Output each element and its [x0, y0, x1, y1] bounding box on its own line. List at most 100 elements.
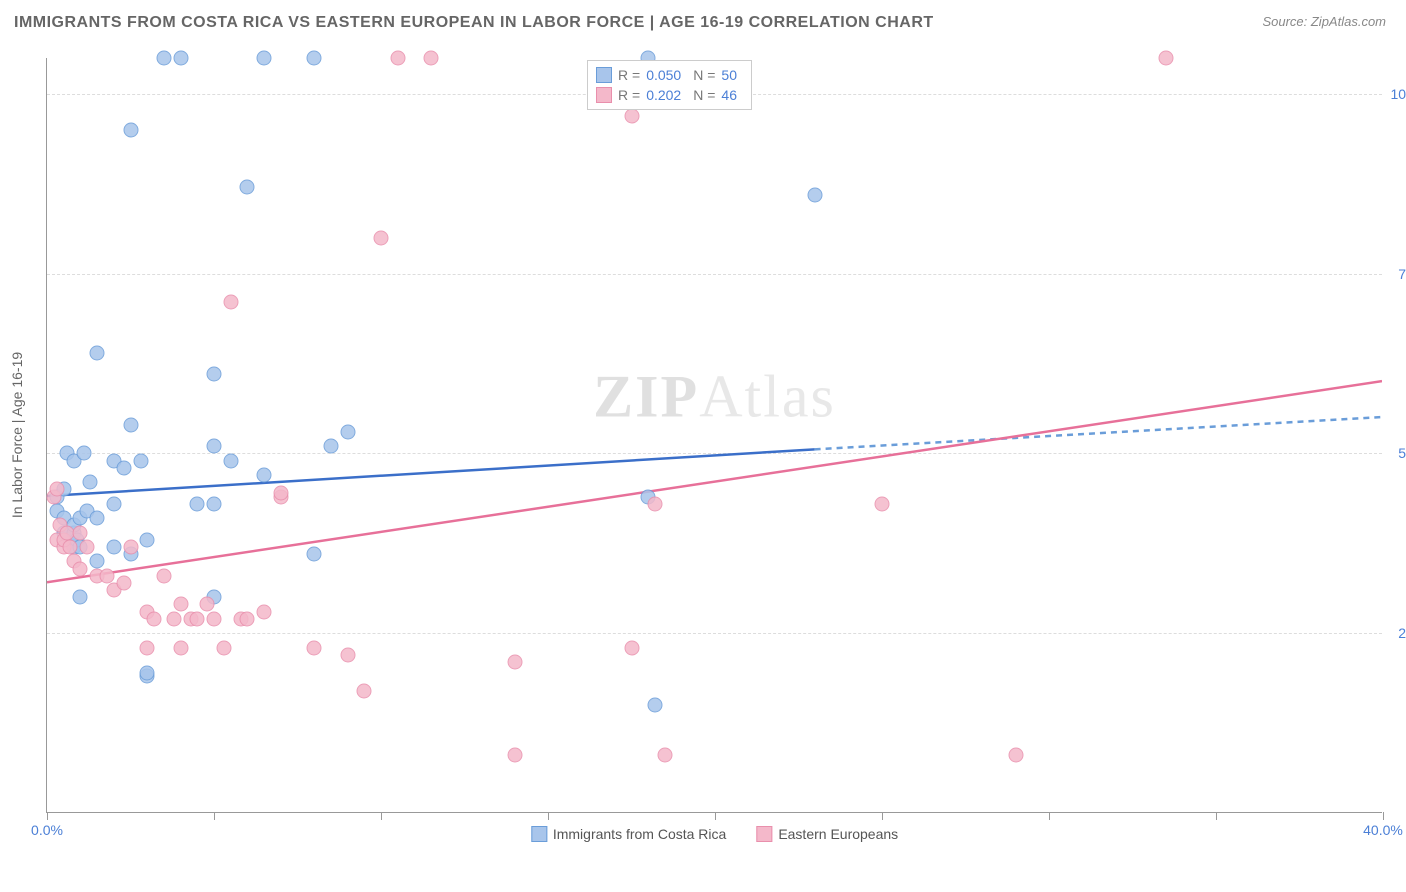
- data-point: [200, 597, 215, 612]
- data-point: [73, 525, 88, 540]
- data-point: [307, 547, 322, 562]
- data-point: [133, 453, 148, 468]
- data-point: [156, 51, 171, 66]
- data-point: [190, 496, 205, 511]
- data-point: [207, 611, 222, 626]
- data-point: [123, 539, 138, 554]
- scatter-chart: In Labor Force | Age 16-19 ZIPAtlas 25.0…: [46, 58, 1382, 813]
- data-point: [146, 611, 161, 626]
- trend-lines: [47, 58, 1382, 812]
- data-point: [173, 640, 188, 655]
- data-point: [123, 417, 138, 432]
- legend-item-costa-rica: Immigrants from Costa Rica: [531, 826, 726, 842]
- legend-label: Immigrants from Costa Rica: [553, 826, 726, 842]
- x-tick: [1049, 812, 1050, 820]
- data-point: [1158, 51, 1173, 66]
- swatch-eastern-european: [756, 826, 772, 842]
- n-label: N =: [693, 87, 715, 103]
- n-value: 46: [721, 87, 737, 103]
- x-tick: [1216, 812, 1217, 820]
- data-point: [390, 51, 405, 66]
- data-point: [207, 367, 222, 382]
- grid-line: [47, 274, 1382, 275]
- data-point: [217, 640, 232, 655]
- x-tick: [214, 812, 215, 820]
- data-point: [106, 496, 121, 511]
- data-point: [140, 665, 155, 680]
- data-point: [166, 611, 181, 626]
- legend-label: Eastern Europeans: [778, 826, 898, 842]
- data-point: [647, 698, 662, 713]
- legend-item-eastern-european: Eastern Europeans: [756, 826, 898, 842]
- r-label: R =: [618, 67, 640, 83]
- data-point: [123, 122, 138, 137]
- data-point: [140, 640, 155, 655]
- data-point: [116, 575, 131, 590]
- data-point: [357, 683, 372, 698]
- source-attribution: Source: ZipAtlas.com: [1262, 14, 1386, 29]
- swatch-costa-rica: [596, 67, 612, 83]
- data-point: [90, 345, 105, 360]
- watermark: ZIPAtlas: [593, 363, 836, 432]
- data-point: [73, 561, 88, 576]
- data-point: [140, 532, 155, 547]
- data-point: [323, 439, 338, 454]
- x-tick: [882, 812, 883, 820]
- data-point: [106, 539, 121, 554]
- data-point: [307, 640, 322, 655]
- data-point: [116, 460, 131, 475]
- data-point: [83, 475, 98, 490]
- data-point: [1008, 748, 1023, 763]
- data-point: [307, 51, 322, 66]
- r-label: R =: [618, 87, 640, 103]
- data-point: [240, 180, 255, 195]
- data-point: [100, 568, 115, 583]
- data-point: [240, 611, 255, 626]
- swatch-costa-rica: [531, 826, 547, 842]
- data-point: [156, 568, 171, 583]
- r-value: 0.202: [646, 87, 681, 103]
- data-point: [190, 611, 205, 626]
- data-point: [50, 482, 65, 497]
- legend-stats-row: R = 0.050 N = 50: [596, 65, 743, 85]
- data-point: [80, 539, 95, 554]
- data-point: [207, 496, 222, 511]
- y-tick-label: 75.0%: [1398, 266, 1406, 282]
- data-point: [273, 486, 288, 501]
- x-tick: [548, 812, 549, 820]
- x-tick-label: 40.0%: [1363, 822, 1403, 838]
- data-point: [624, 640, 639, 655]
- data-point: [90, 511, 105, 526]
- data-point: [424, 51, 439, 66]
- swatch-eastern-european: [596, 87, 612, 103]
- n-value: 50: [721, 67, 737, 83]
- data-point: [173, 51, 188, 66]
- legend-stats: R = 0.050 N = 50 R = 0.202 N = 46: [587, 60, 752, 110]
- data-point: [76, 446, 91, 461]
- data-point: [223, 295, 238, 310]
- grid-line: [47, 453, 1382, 454]
- grid-line: [47, 633, 1382, 634]
- y-tick-label: 25.0%: [1398, 625, 1406, 641]
- data-point: [257, 468, 272, 483]
- data-point: [808, 187, 823, 202]
- legend-series: Immigrants from Costa Rica Eastern Europ…: [531, 826, 898, 842]
- x-tick-label: 0.0%: [31, 822, 63, 838]
- data-point: [657, 748, 672, 763]
- y-tick-label: 100.0%: [1391, 86, 1406, 102]
- data-point: [624, 108, 639, 123]
- x-tick: [47, 812, 48, 820]
- data-point: [223, 453, 238, 468]
- data-point: [507, 655, 522, 670]
- x-tick: [715, 812, 716, 820]
- data-point: [173, 597, 188, 612]
- data-point: [875, 496, 890, 511]
- data-point: [257, 51, 272, 66]
- data-point: [90, 554, 105, 569]
- data-point: [374, 230, 389, 245]
- n-label: N =: [693, 67, 715, 83]
- x-tick: [1383, 812, 1384, 820]
- data-point: [340, 647, 355, 662]
- chart-title: IMMIGRANTS FROM COSTA RICA VS EASTERN EU…: [14, 14, 934, 32]
- x-tick: [381, 812, 382, 820]
